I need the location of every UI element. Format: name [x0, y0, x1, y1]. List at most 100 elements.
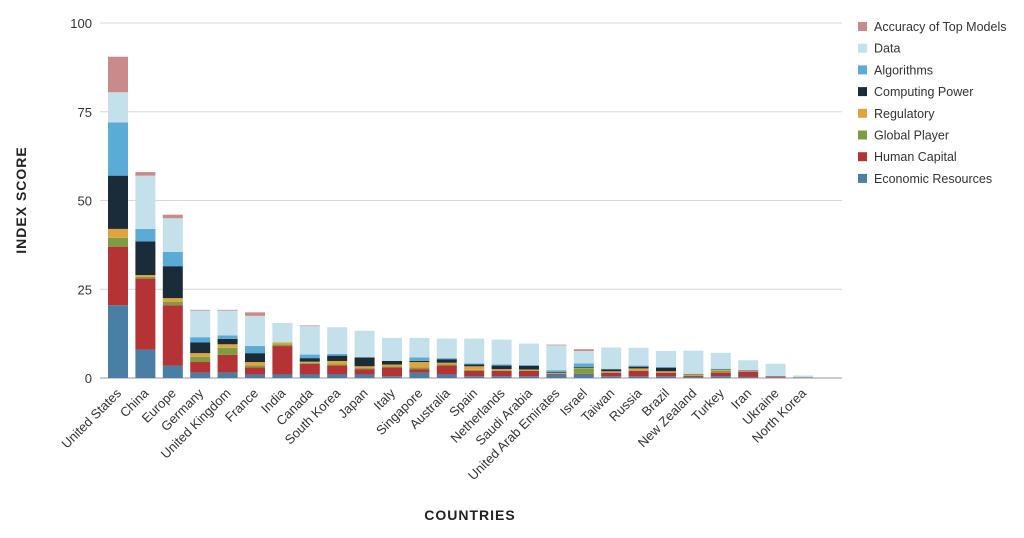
legend-label: Data	[874, 42, 900, 56]
bar-segment	[573, 373, 594, 375]
bar-segment	[738, 376, 759, 378]
grid-lines	[100, 22, 842, 379]
bar-segment	[245, 362, 265, 366]
bar-segment	[546, 370, 567, 372]
bar-segment	[327, 374, 348, 378]
bar-segment	[601, 368, 622, 370]
bar-segment	[546, 374, 567, 378]
bar-segment	[464, 369, 485, 371]
bar-segment	[656, 371, 676, 373]
bar-segment	[656, 351, 676, 367]
y-tick-labels: 0 25 50 75 100	[70, 16, 92, 386]
bar-segment	[601, 347, 622, 369]
legend-label: Algorithms	[874, 63, 933, 77]
bar-segment	[628, 370, 649, 377]
bar-segment	[436, 359, 457, 363]
bar-segment	[162, 365, 183, 378]
legend-swatch	[858, 65, 867, 75]
bar-segment	[108, 246, 128, 306]
legend-swatch	[858, 130, 867, 140]
bar-segment	[327, 327, 348, 354]
bar-segment	[108, 175, 128, 229]
bar-segment	[190, 310, 211, 338]
bar-segment	[135, 275, 156, 277]
bar-segment	[464, 370, 485, 377]
bar-segment	[628, 366, 649, 369]
bar-segment	[519, 364, 539, 366]
bar-segment	[491, 339, 512, 365]
bar-segment	[738, 371, 759, 377]
bar-segment	[683, 376, 704, 378]
bar-segment	[299, 361, 320, 363]
legend-label: Regulatory	[874, 107, 935, 121]
bar-segment	[765, 363, 786, 377]
bar-segment	[546, 345, 567, 371]
bar-segment	[710, 372, 731, 377]
bar-segment	[601, 371, 622, 373]
bar-segment	[135, 278, 156, 350]
bar-segment	[491, 376, 512, 378]
bar-segment	[354, 357, 375, 367]
bar-segment	[710, 369, 731, 371]
bar-segment	[135, 276, 156, 279]
bar-segment	[245, 312, 265, 316]
legend-swatch	[858, 22, 867, 31]
legend-swatch	[858, 43, 867, 53]
bar-segment	[190, 309, 211, 311]
bar-segment	[327, 364, 348, 366]
bar-segment	[546, 373, 567, 375]
bar-segment	[162, 266, 183, 299]
bar-segment	[382, 367, 402, 377]
bar-segment	[573, 368, 594, 374]
bar-segment	[299, 363, 320, 375]
bar-segment	[217, 347, 238, 355]
bar-segment	[272, 342, 293, 345]
bar-segment	[217, 372, 238, 378]
bar-segment	[245, 367, 265, 375]
legend-swatch	[858, 108, 867, 118]
bar-segment	[108, 122, 128, 176]
bar-segment	[573, 349, 594, 352]
bar-segment	[327, 365, 348, 375]
bar-segment	[409, 372, 430, 378]
bar-segment	[162, 251, 183, 267]
bar-segment	[190, 372, 211, 378]
bar-segment	[546, 344, 567, 346]
bar-segment	[245, 353, 265, 363]
legend-swatch	[858, 87, 867, 97]
bar-segment	[519, 370, 539, 371]
bar-segment	[491, 370, 512, 371]
bar-segment	[327, 360, 348, 365]
bar-segment	[272, 344, 293, 347]
bars	[108, 56, 813, 378]
bar-segment	[190, 353, 211, 357]
bar-segment	[354, 366, 375, 369]
bar-segment	[436, 358, 457, 360]
legend-label: Economic Resources	[874, 172, 992, 186]
bar-segment	[436, 338, 457, 359]
legend-label: Human Capital	[874, 150, 957, 164]
y-tick-label: 0	[85, 371, 92, 386]
bar-segment	[573, 367, 594, 369]
bar-segment	[190, 337, 211, 343]
bar-segment	[601, 372, 622, 377]
bar-segment	[162, 214, 183, 219]
bar-segment	[108, 237, 128, 247]
bar-segment	[217, 354, 238, 373]
y-axis-title: INDEX SCORE	[13, 146, 29, 253]
bar-segment	[573, 351, 594, 364]
bar-segment	[382, 366, 402, 368]
bar-segment	[436, 362, 457, 365]
bar-segment	[710, 370, 731, 373]
bar-segment	[299, 325, 320, 327]
bar-segment	[519, 370, 539, 377]
bar-segment	[436, 364, 457, 366]
bar-segment	[656, 376, 676, 378]
bar-segment	[409, 360, 430, 363]
bar-segment	[354, 369, 375, 375]
bar-segment	[793, 375, 813, 378]
bar-segment	[354, 330, 375, 358]
bar-segment	[464, 338, 485, 364]
bar-segment	[327, 355, 348, 361]
